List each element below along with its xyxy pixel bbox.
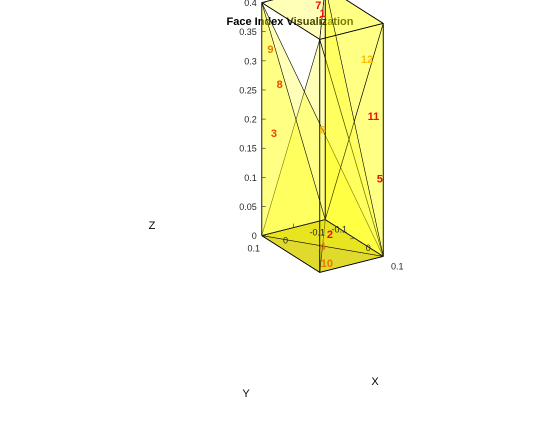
box-edge	[261, 235, 320, 273]
face-label: 9	[267, 44, 273, 56]
x-tick-label: -0.1	[331, 225, 347, 235]
y-tick-label: 0	[283, 236, 288, 246]
face-label: 7	[315, 0, 321, 12]
x-axis-label: X	[371, 376, 379, 388]
face-label: 12	[361, 54, 373, 66]
box-edge	[319, 256, 384, 273]
face-label: 3	[271, 128, 277, 140]
faces-layer	[261, 0, 384, 273]
box-edge	[261, 2, 320, 40]
face-label: 1	[319, 8, 325, 20]
z-tick-label: 0.35	[239, 27, 257, 37]
face-label: 6	[319, 125, 325, 137]
z-tick-label: 0.1	[244, 173, 257, 183]
face-label: 5	[377, 173, 383, 185]
face-label: 8	[277, 79, 283, 91]
x-tick	[350, 237, 355, 240]
z-tick-label: 0.25	[239, 85, 257, 95]
y-tick-label: -0.1	[309, 228, 325, 238]
face-label: 10	[321, 258, 333, 270]
x-tick	[379, 256, 384, 258]
axes-layer: 00.050.10.150.20.250.30.350.40.10-0.1 -0.…	[239, 0, 403, 271]
y-tick-label: 0.1	[247, 244, 260, 254]
x-tick-label: 0	[366, 243, 371, 253]
x-tick-label: 0.1	[391, 261, 404, 271]
z-tick-label: 0.2	[244, 115, 257, 125]
x-tick	[321, 219, 326, 221]
y-axis-label: Y	[242, 388, 250, 400]
box-edge	[345, 0, 384, 24]
z-tick-label: 0	[252, 231, 257, 241]
z-tick-label: 0.3	[244, 56, 257, 66]
z-axis-label: Z	[149, 220, 156, 232]
z-tick-label: 0.4	[244, 0, 257, 8]
face-label: 4	[319, 241, 326, 253]
z-tick-label: 0.05	[239, 202, 257, 212]
box-edge	[319, 23, 384, 40]
face-label: 2	[327, 229, 333, 241]
face-label: 11	[368, 111, 380, 123]
z-tick-label: 0.15	[239, 144, 257, 154]
